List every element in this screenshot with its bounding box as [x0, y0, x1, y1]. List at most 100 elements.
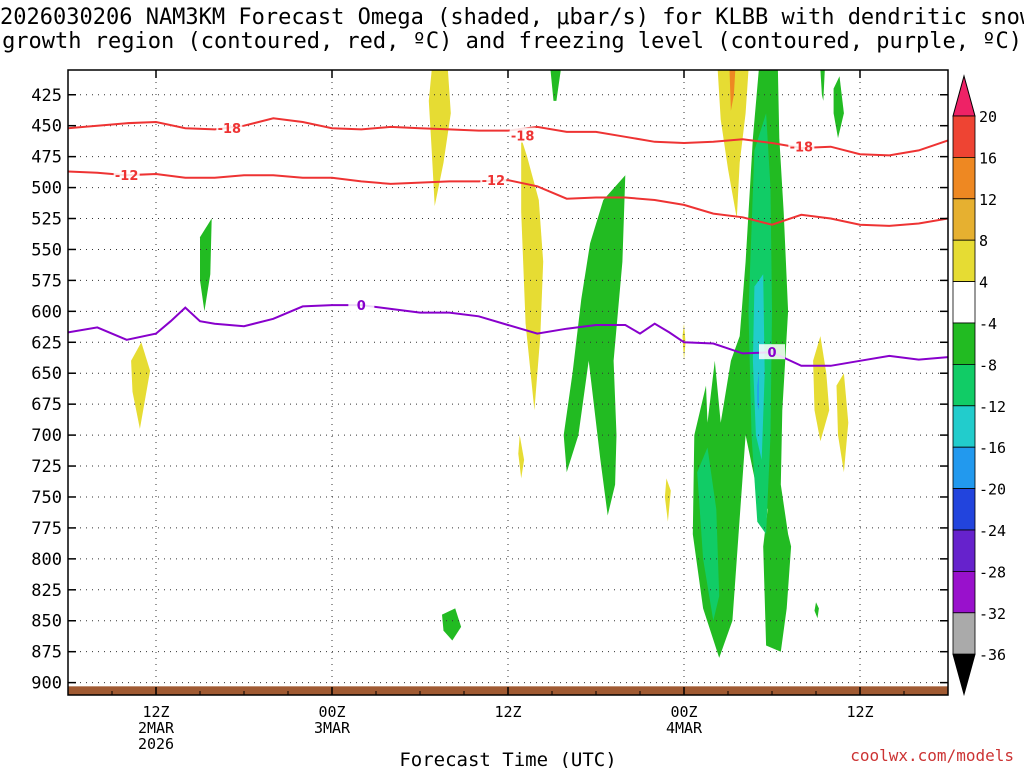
colorbar-label: -4	[979, 315, 997, 333]
omega-region-5	[729, 70, 736, 111]
contour-label: 0	[767, 346, 776, 361]
colorbar-label: -20	[979, 481, 1006, 499]
omega-region-11	[550, 70, 561, 101]
x-tick-label: 2MAR	[138, 719, 175, 737]
y-tick-label: 700	[31, 426, 62, 446]
x-tick-label: 12Z	[846, 703, 873, 721]
colorbar-label: -8	[979, 356, 997, 374]
y-tick-label: 525	[31, 210, 62, 230]
colorbar-swatch	[952, 115, 976, 158]
contour-label-bg	[788, 138, 815, 154]
colorbar-label: -24	[979, 522, 1006, 540]
y-tick-label: 750	[31, 488, 62, 508]
y-tick-label: 650	[31, 364, 62, 384]
y-axis: 425 450 475 500 525 550 575 600 625 650 675 700 725 7…	[31, 86, 948, 694]
y-tick-label: 550	[31, 240, 62, 260]
y-tick-label: 725	[31, 457, 62, 477]
colorbar-swatch	[952, 239, 976, 282]
omega-region-10	[200, 218, 212, 312]
colorbar-top-triangle	[952, 74, 976, 117]
y-tick-label: 575	[31, 271, 62, 291]
omega-region-1	[131, 342, 151, 429]
y-tick-label: 600	[31, 302, 62, 322]
colorbar-swatch	[952, 446, 976, 490]
omega-region-8	[813, 336, 830, 442]
y-tick-label: 800	[31, 550, 62, 570]
contour-label-bg	[113, 167, 140, 183]
colorbar-label: -12	[979, 398, 1006, 416]
colorbar-label: 4	[979, 274, 988, 292]
omega-region-17	[814, 602, 819, 619]
contour-label-bg	[216, 120, 243, 136]
omega-region-13	[442, 608, 462, 641]
x-tick-label: 12Z	[142, 703, 169, 721]
colorbar-label: -32	[979, 605, 1006, 623]
omega-region-20	[752, 274, 765, 460]
colorbar-label: -28	[979, 563, 1006, 581]
colorbar-swatch	[952, 405, 976, 448]
grid-layer	[68, 70, 948, 695]
x-tick-label: 00Z	[670, 703, 697, 721]
omega-region-21	[757, 373, 759, 411]
colorbar-swatch	[952, 363, 976, 407]
chart-title: 2026030206 NAM3KM Forecast Omega (shaded…	[0, 6, 1024, 54]
colorbar-label: 16	[979, 149, 997, 167]
colorbar-swatch	[952, 612, 976, 655]
colorbar-swatch	[952, 322, 976, 365]
x-tick-label: 2026	[138, 735, 174, 753]
y-tick-label: 900	[31, 674, 62, 694]
contour-label: -18	[218, 122, 242, 137]
contour-label: 0	[357, 299, 366, 314]
contour-label-bg	[480, 172, 507, 188]
chart-title-line1: 2026030206 NAM3KM Forecast Omega (shaded…	[0, 5, 1024, 30]
chart-title-line2: growth region (contoured, red, ºC) and f…	[2, 29, 1022, 54]
contour-line-1	[68, 170, 948, 227]
x-tick-label: 4MAR	[666, 719, 703, 737]
omega-region-0	[428, 70, 451, 207]
contour-label-bg	[759, 344, 785, 360]
y-tick-label: 675	[31, 395, 62, 415]
omega-shading-layer	[131, 70, 849, 658]
contour-label: -18	[790, 141, 814, 156]
contour-label: -12	[482, 174, 506, 189]
y-tick-label: 450	[31, 117, 62, 137]
y-tick-label: 825	[31, 581, 62, 601]
y-tick-label: 850	[31, 612, 62, 632]
colorbar-bottom-triangle	[952, 653, 976, 697]
source-url[interactable]: coolwx.com/models	[850, 746, 1014, 765]
y-tick-label: 500	[31, 179, 62, 199]
omega-region-2	[521, 138, 544, 411]
y-tick-label: 875	[31, 643, 62, 663]
y-tick-label: 475	[31, 148, 62, 168]
colorbar-swatch	[952, 529, 976, 572]
omega-region-7	[664, 478, 671, 522]
colorbar-swatch	[952, 571, 976, 614]
x-tick-label: 00Z	[318, 703, 345, 721]
x-tick-label: 3MAR	[314, 719, 351, 737]
omega-region-15	[820, 70, 825, 101]
colorbar-swatch	[952, 488, 976, 531]
colorbar-label: 8	[979, 232, 988, 250]
contour-label-bg	[509, 127, 536, 143]
colorbar-label: -16	[979, 439, 1006, 457]
x-tick-label: 12Z	[494, 703, 521, 721]
omega-region-16	[833, 76, 844, 139]
y-tick-label: 425	[31, 86, 62, 106]
colorbar-label: 20	[979, 108, 997, 126]
x-axis-label: Forecast Time (UTC)	[399, 749, 616, 768]
omega-region-19	[697, 447, 720, 621]
colorbar-swatch	[952, 156, 976, 200]
omega-region-12	[563, 175, 626, 516]
omega-region-4	[717, 70, 749, 219]
contour-label-bg	[348, 297, 375, 313]
contour-layer: -18 -18 -18 -12 -12 0 0	[68, 117, 948, 367]
colorbar-swatch	[952, 281, 976, 324]
y-tick-label: 775	[31, 519, 62, 539]
omega-region-9	[836, 373, 849, 473]
y-tick-label: 625	[31, 333, 62, 353]
colorbar: 20 16 12 8 4 -4 -8 -12 -16 -20 -24 -28 -32 -36	[952, 74, 1006, 697]
contour-label: -18	[511, 130, 535, 145]
contour-label: -12	[115, 169, 139, 184]
